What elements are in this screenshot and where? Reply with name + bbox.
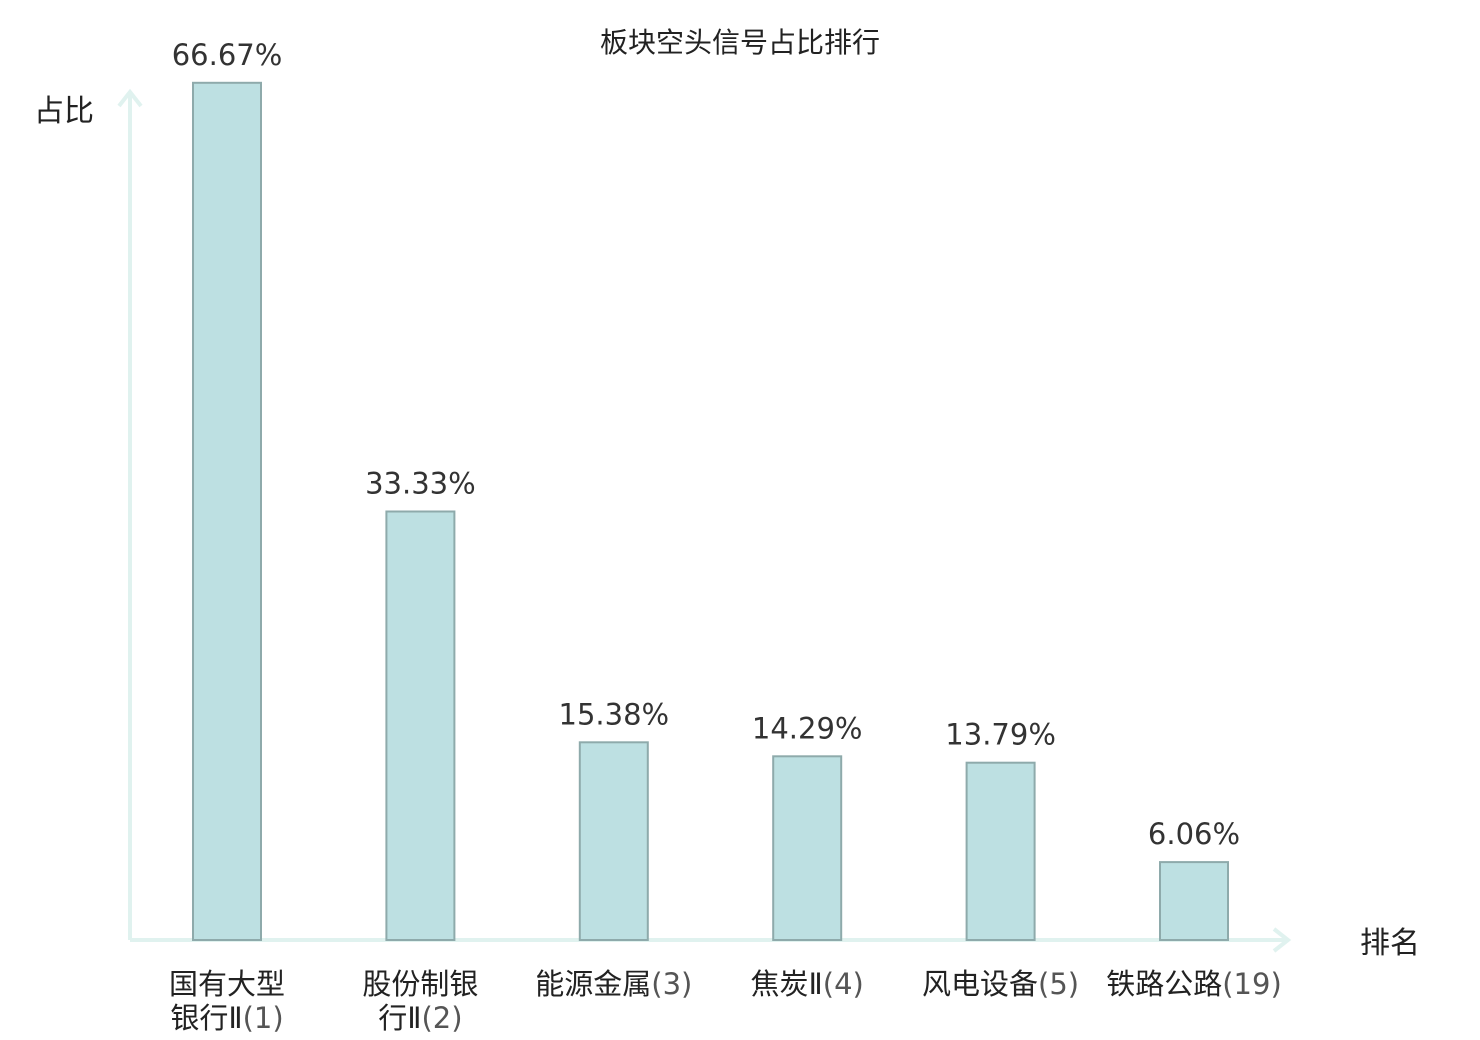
bar-value-label: 6.06% bbox=[1148, 817, 1240, 851]
category-tick-label: 铁路公路(19) bbox=[1106, 967, 1282, 1001]
category-name: 能源金属 bbox=[535, 967, 651, 1001]
category-name: 国有大型 bbox=[169, 967, 285, 1001]
category-rank: (5) bbox=[1038, 967, 1079, 1001]
category-tick-label: 银行Ⅱ(1) bbox=[170, 1001, 283, 1035]
category-rank: (3) bbox=[651, 967, 692, 1001]
category-rank: (2) bbox=[421, 1001, 462, 1035]
chart-title: 板块空头信号占比排行 bbox=[600, 26, 880, 59]
category-name: 股份制银 bbox=[362, 967, 478, 1001]
category-rank: (19) bbox=[1222, 967, 1282, 1001]
category-tick-label: 股份制银 bbox=[362, 967, 478, 1001]
category-name: 焦炭Ⅱ bbox=[751, 967, 823, 1001]
category-name: 行Ⅱ bbox=[378, 1001, 421, 1035]
bar-value-label: 33.33% bbox=[365, 467, 476, 501]
category-tick-label: 行Ⅱ(2) bbox=[378, 1001, 462, 1035]
category-name: 风电设备 bbox=[922, 967, 1038, 1001]
bar-value-label: 13.79% bbox=[945, 718, 1056, 752]
x-axis-label: 排名 bbox=[1360, 926, 1420, 961]
category-rank: (1) bbox=[243, 1001, 284, 1035]
bar-value-label: 15.38% bbox=[559, 697, 670, 731]
bars-group bbox=[192, 81, 1229, 942]
y-axis-label: 占比 bbox=[34, 94, 94, 129]
bar-value-label: 66.67% bbox=[172, 38, 283, 72]
bar bbox=[965, 761, 1036, 942]
bar-value-label: 14.29% bbox=[752, 711, 863, 745]
bar bbox=[192, 81, 262, 942]
category-name: 铁路公路 bbox=[1106, 967, 1222, 1001]
category-tick-label: 焦炭Ⅱ(4) bbox=[751, 967, 864, 1001]
category-tick-label: 国有大型 bbox=[169, 967, 285, 1001]
value-labels-group: 66.67% 33.33% 15.38% 14.29% 13.79% 6.06% bbox=[172, 38, 1240, 851]
bar bbox=[772, 755, 843, 941]
y-axis-arrow-icon bbox=[117, 88, 143, 108]
category-tick-label: 风电设备(5) bbox=[922, 967, 1079, 1001]
bar bbox=[1159, 861, 1229, 941]
bar bbox=[578, 741, 649, 941]
category-tick-label: 能源金属(3) bbox=[535, 967, 692, 1001]
category-rank: (4) bbox=[823, 967, 864, 1001]
bar bbox=[385, 510, 456, 941]
x-axis-arrow-icon bbox=[1272, 927, 1292, 953]
category-name: 银行Ⅱ bbox=[170, 1001, 242, 1035]
